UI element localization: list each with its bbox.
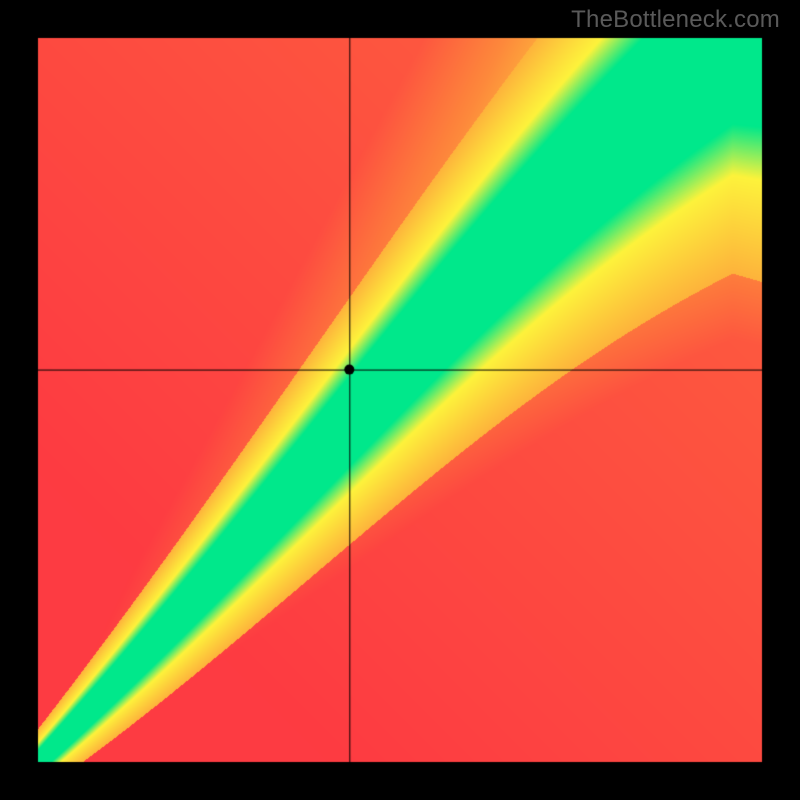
bottleneck-heatmap [0,0,800,800]
watermark-text: TheBottleneck.com [571,6,780,34]
